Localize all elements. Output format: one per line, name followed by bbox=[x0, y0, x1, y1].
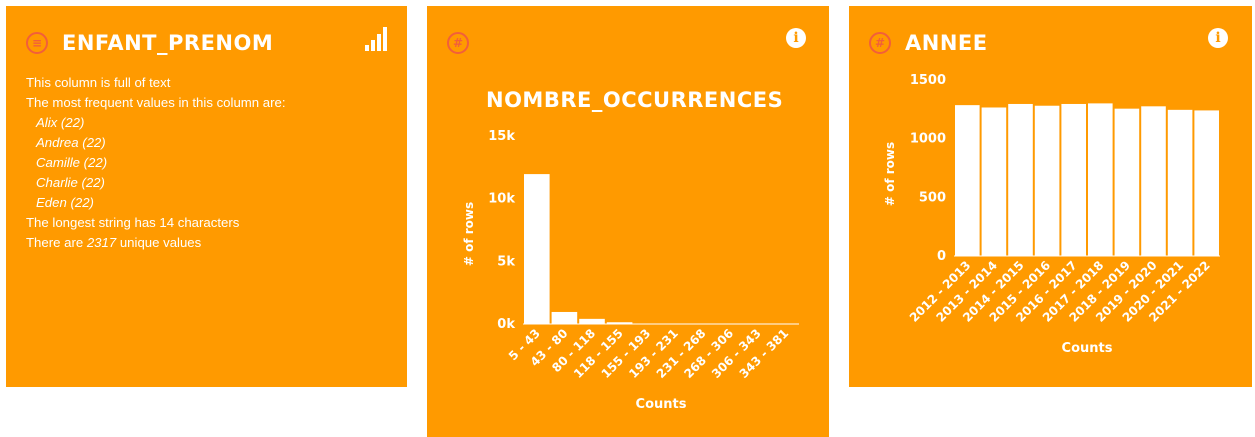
histogram-bar[interactable] bbox=[1060, 102, 1087, 257]
x-axis-label: Counts bbox=[636, 397, 687, 412]
frequent-value: Eden (22) bbox=[36, 195, 94, 210]
y-tick-label: 1500 bbox=[910, 73, 946, 88]
signal-bars-icon[interactable] bbox=[365, 27, 387, 51]
histogram-bar[interactable] bbox=[1193, 109, 1220, 257]
histogram-bar[interactable] bbox=[550, 310, 579, 325]
card-header: # ANNEE bbox=[869, 28, 988, 58]
histogram-bar[interactable] bbox=[1007, 102, 1034, 257]
histogram-bar[interactable] bbox=[1140, 105, 1167, 257]
histogram-bar[interactable] bbox=[1033, 104, 1061, 257]
frequent-value: Alix (22) bbox=[36, 115, 85, 130]
y-tick-label: 0 bbox=[937, 249, 946, 264]
chart-title: NOMBRE_OCCURRENCES bbox=[486, 88, 784, 112]
card-header: ≡ ENFANT_PRENOM bbox=[26, 28, 273, 58]
y-axis-label: # of rows bbox=[462, 202, 476, 266]
info-icon[interactable]: i bbox=[786, 28, 806, 48]
unique-prefix: There are bbox=[26, 235, 87, 250]
y-tick-label: 0k bbox=[497, 317, 515, 332]
hash-icon: # bbox=[447, 32, 469, 54]
y-tick-label: 15k bbox=[488, 129, 515, 144]
y-tick-label: 5k bbox=[497, 254, 515, 269]
unique-count: 2317 bbox=[86, 235, 117, 250]
stack-icon: ≡ bbox=[26, 32, 48, 54]
summary-type-line: This column is full of text bbox=[26, 75, 171, 90]
summary-longest-line: The longest string has 14 characters bbox=[26, 215, 240, 230]
hash-icon: # bbox=[869, 32, 891, 54]
histogram-bar[interactable] bbox=[523, 173, 551, 325]
column-card-nombre-occurrences: # i NOMBRE_OCCURRENCES 0k 5k 10k 15k 5 - 43 4… bbox=[427, 6, 829, 437]
y-tick-label: 10k bbox=[488, 192, 515, 207]
histogram-bar[interactable] bbox=[954, 104, 981, 257]
histogram-bar[interactable] bbox=[1166, 108, 1194, 257]
info-icon[interactable]: i bbox=[1208, 28, 1228, 48]
column-card-annee: # ANNEE i 0 500 1000 1500 2012 - 2013 2013 - … bbox=[849, 6, 1252, 387]
column-title: ANNEE bbox=[905, 31, 988, 55]
card-header: # bbox=[447, 28, 469, 58]
histogram-bar[interactable] bbox=[980, 106, 1008, 257]
frequent-value: Charlie (22) bbox=[36, 175, 105, 190]
histogram-bar[interactable] bbox=[1087, 102, 1114, 257]
unique-suffix: unique values bbox=[116, 235, 202, 250]
x-axis-label: Counts bbox=[1062, 341, 1113, 356]
histogram-bar[interactable] bbox=[1113, 107, 1141, 257]
column-summary: This column is full of text The most fre… bbox=[26, 73, 285, 253]
summary-frequent-line: The most frequent values in this column … bbox=[26, 95, 286, 110]
column-title: ENFANT_PRENOM bbox=[62, 31, 274, 55]
y-axis-label: # of rows bbox=[883, 142, 897, 206]
column-card-enfant-prenom: ≡ ENFANT_PRENOM This column is full of t… bbox=[6, 6, 407, 387]
frequent-value: Andrea (22) bbox=[36, 135, 106, 150]
histogram-bar[interactable] bbox=[578, 317, 606, 325]
y-tick-label: 500 bbox=[919, 190, 946, 205]
y-tick-label: 1000 bbox=[910, 132, 946, 147]
frequent-value: Camille (22) bbox=[36, 155, 108, 170]
summary-unique-line: There are 2317 unique values bbox=[26, 233, 285, 253]
